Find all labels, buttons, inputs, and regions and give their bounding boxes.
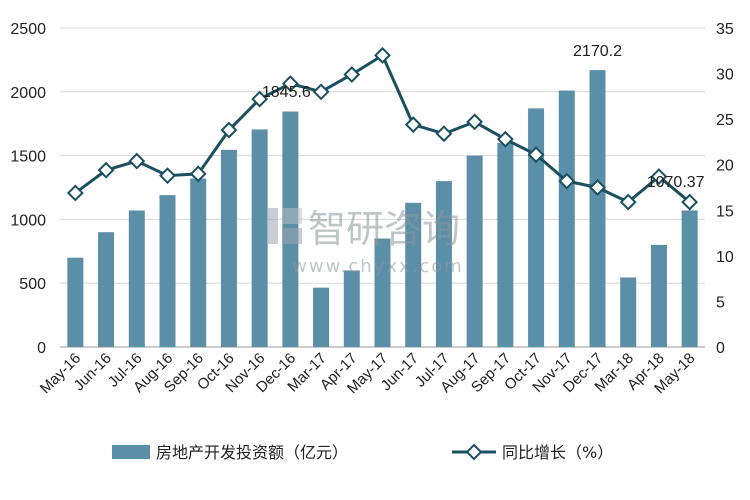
y-left-tick: 2000 [10,85,46,102]
legend-bar-swatch [112,445,150,459]
marker-Nov-16 [251,90,269,108]
bar-Oct-16 [220,149,237,347]
data-label-May-18: 1070.37 [647,174,705,191]
data-labels: 1845.6 2170.2 1070.37 [262,43,705,191]
data-label-Dec-16: 1845.6 [262,84,311,101]
marker-Mar-18 [619,193,637,211]
legend-line-marker [465,443,483,461]
marker-May-16 [66,184,84,202]
axis-right: 0 5 10 15 20 25 30 35 [716,21,734,357]
marker-Aug-17 [466,113,484,131]
bar-Nov-17 [558,90,575,348]
bar-Sep-16 [190,178,207,347]
bar-Apr-18 [650,244,667,347]
bar-May-18 [681,210,698,347]
watermark-url: www.chyxx.com [292,256,464,277]
y-right-tick: 35 [716,21,734,38]
bar-Jul-16 [128,210,145,347]
marker-May-17 [374,46,391,64]
bar-May-16 [67,257,84,347]
y-right-tick: 15 [716,203,734,220]
watermark-logo-icon [268,208,302,244]
marker-Jul-17 [435,125,453,143]
marker-May-18 [681,193,699,211]
marker-Jun-16 [97,161,115,179]
bar-Nov-16 [251,129,268,347]
marker-Sep-17 [496,130,514,148]
bar-Jun-16 [98,232,115,347]
y-left-tick: 500 [19,276,46,293]
marker-Apr-17 [343,66,361,83]
bar-Jul-17 [435,181,452,347]
y-left-tick: 2500 [10,21,46,38]
marker-Dec-16 [281,75,299,93]
bar-Apr-17 [343,270,360,347]
bars [67,70,698,348]
axis-left: 0 500 1000 1500 2000 2500 [10,21,46,357]
bar-Mar-18 [620,277,637,347]
bar-Dec-17 [589,70,606,347]
bar-Mar-17 [313,287,330,347]
watermark-logo-text: 智研咨询 [308,207,460,251]
y-right-tick: 10 [716,249,734,266]
line-series [66,46,699,211]
marker-Mar-17 [312,83,330,101]
bar-Jun-17 [405,202,422,347]
marker-Oct-17 [527,146,545,164]
x-axis: May-16Jun-16Jul-16Aug-16Sep-16Oct-16Nov-… [37,350,699,397]
bar-Aug-16 [159,195,176,347]
bar-Oct-17 [528,108,545,347]
legend-bar-label: 房地产开发投资额（亿元） [156,443,348,462]
y-left-tick: 0 [37,340,46,357]
y-left-tick: 1000 [10,212,46,229]
marker-Dec-17 [589,179,606,196]
legend-line-label: 同比增长（%） [502,443,613,462]
bar-Aug-17 [466,155,483,347]
y-right-tick: 20 [716,158,734,175]
marker-Oct-16 [220,121,238,139]
y-right-tick: 30 [716,67,734,84]
legend: 房地产开发投资额（亿元） 同比增长（%） [112,443,613,462]
bar-May-17 [374,238,391,347]
y-left-tick: 1500 [10,149,46,166]
marker-Apr-18 [650,168,668,185]
y-right-tick: 5 [716,294,725,311]
marker-Jul-16 [128,152,146,170]
y-right-tick: 0 [716,340,725,357]
bar-Sep-17 [497,142,514,347]
data-label-Dec-17: 2170.2 [573,43,622,60]
marker-Sep-16 [189,165,207,183]
watermark: 智研咨询 www.chyxx.com [268,207,464,277]
y-right-tick: 25 [716,112,734,129]
marker-Jun-17 [404,116,422,134]
marker-Aug-16 [159,167,176,185]
marker-Nov-17 [558,172,576,190]
